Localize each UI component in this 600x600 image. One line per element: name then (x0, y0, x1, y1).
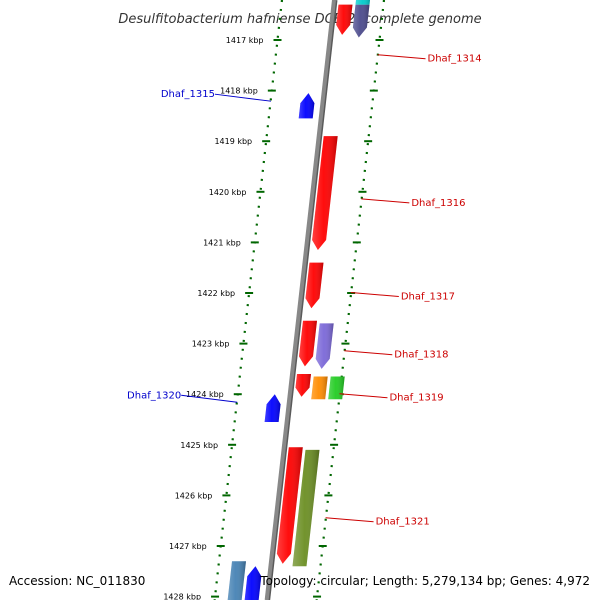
gene-label-text: Dhaf_1314 (428, 54, 482, 65)
gene-shading (276, 447, 303, 564)
leader-line (361, 198, 410, 204)
gene-shading (264, 394, 281, 422)
genome-backbone (264, 0, 338, 600)
gene-shading (295, 374, 311, 397)
gene-dhaf_1319a (295, 374, 311, 397)
gene-label-dhaf_1321: Dhaf_1321 (325, 517, 430, 528)
gene-label-text: Dhaf_1319 (389, 393, 443, 404)
right-dotted-guide (315, 0, 386, 600)
gene-label-text: Dhaf_1321 (376, 517, 430, 528)
gene-label-dhaf_1318: Dhaf_1318 (344, 350, 448, 361)
gene-dhaf_1321 (292, 449, 320, 567)
gene-shading (292, 449, 320, 567)
tick-label: 1424 kbp (186, 390, 224, 399)
gene-dhaf_1321a (276, 447, 303, 564)
gene-dhaf_1320 (264, 394, 281, 422)
gene-label-dhaf_1314: Dhaf_1314 (377, 54, 482, 65)
gene-shading (312, 136, 338, 250)
tick-label: 1428 kbp (163, 593, 201, 600)
left-dotted-guide (213, 0, 284, 600)
gene-shading (227, 561, 246, 600)
leader-line (214, 93, 272, 102)
kbp-tick: 1417 kbp (226, 36, 384, 45)
leader-line (181, 394, 238, 403)
gene-dhaf_1315 (298, 93, 315, 119)
gene-features (227, 0, 371, 600)
tick-label: 1421 kbp (203, 238, 241, 247)
kbp-tick: 1422 kbp (197, 289, 356, 298)
tick-label: 1426 kbp (175, 491, 213, 500)
gene-dhaf_1318 (315, 323, 334, 369)
gene-label-dhaf_1317: Dhaf_1317 (350, 292, 455, 303)
tick-label: 1425 kbp (180, 441, 218, 450)
leader-line (350, 292, 399, 298)
gene-label-text: Dhaf_1318 (394, 350, 448, 361)
gene-shading (352, 4, 370, 38)
leader-line (344, 350, 393, 356)
gene-shading (244, 566, 262, 600)
tick-label: 1420 kbp (209, 188, 247, 197)
tick-label: 1417 kbp (226, 36, 264, 45)
leader-line (325, 517, 374, 523)
gene-label-text: Dhaf_1320 (127, 390, 181, 401)
gene-labels: Dhaf_1314 Dhaf_1315 Dhaf_1316 Dhaf_1317 Dhaf… (127, 54, 482, 528)
kbp-tick: 1420 kbp (209, 188, 367, 197)
leader-line (339, 393, 388, 399)
gene-shading (311, 376, 328, 400)
gene-shading (336, 4, 353, 35)
map-title: Desulfitobacterium hafniense DCB-2, comp… (118, 12, 481, 27)
accession-text: Accession: NC_011830 (9, 574, 146, 588)
kbp-tick: 1421 kbp (203, 238, 361, 247)
gene-dhaf_1323 (244, 566, 262, 600)
gene-dhaf_1314 (336, 4, 353, 35)
gene-dhaf_1322 (227, 561, 246, 600)
gene-label-dhaf_1320: Dhaf_1320 (127, 390, 238, 403)
gene-label-text: Dhaf_1317 (401, 292, 455, 303)
gene-shading (299, 320, 317, 367)
kbp-tick: 1425 kbp (180, 441, 339, 450)
tick-label: 1418 kbp (220, 87, 258, 96)
gene-dhaf_1318a (299, 320, 317, 367)
gene-shading (298, 93, 315, 119)
backbone-line (264, 0, 336, 600)
gene-label-dhaf_1319: Dhaf_1319 (339, 393, 444, 404)
gene-dhaf_1319b (311, 376, 328, 400)
gene-dhaf_1319 (328, 376, 345, 400)
kbp-tick: 1423 kbp (192, 340, 350, 349)
gene-dhaf_1316 (312, 136, 338, 250)
kbp-tick: 1428 kbp (163, 593, 322, 600)
kbp-tick: 1419 kbp (214, 137, 373, 146)
genome-summary-text: Topology: circular; Length: 5,279,134 bp… (260, 574, 590, 588)
gene-shading (328, 376, 345, 400)
gene-dhaf_1317 (305, 262, 324, 309)
gene-label-text: Dhaf_1315 (161, 89, 215, 100)
gene-shading (305, 262, 324, 309)
tick-label: 1419 kbp (214, 137, 252, 146)
gene-dhaf_1313 (355, 0, 371, 5)
gene-shading (315, 323, 334, 369)
tick-label: 1423 kbp (192, 340, 230, 349)
kbp-tick: 1426 kbp (175, 491, 333, 500)
tick-label: 1422 kbp (197, 289, 235, 298)
kbp-tick: 1427 kbp (169, 542, 327, 551)
gene-label-text: Dhaf_1316 (411, 198, 465, 209)
leader-line (377, 54, 426, 60)
gene-shading (355, 0, 371, 5)
gene-label-dhaf_1315: Dhaf_1315 (161, 89, 272, 102)
kbp-tick: 1418 kbp (220, 87, 378, 96)
kbp-ruler: 1417 kbp 1418 kbp 1419 kbp 1420 kbp 1421 kbp… (163, 36, 384, 600)
gene-dhaf_1314b (352, 4, 370, 38)
gene-label-dhaf_1316: Dhaf_1316 (361, 198, 465, 209)
ruler-dots (213, 0, 386, 600)
tick-label: 1427 kbp (169, 542, 207, 551)
